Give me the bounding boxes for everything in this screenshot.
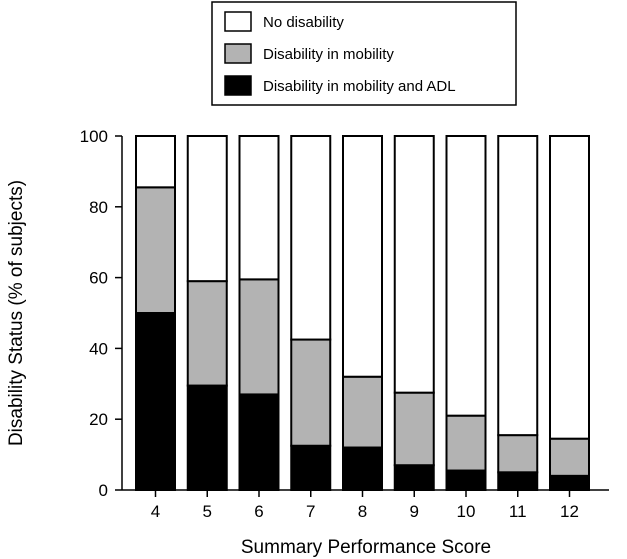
x-tick-label: 12 [560,502,579,521]
x-tick-label: 4 [151,502,160,521]
bar-segment-disability-in-mobility-8 [342,375,383,449]
bar-segment-disability-in-mobility-10 [445,414,487,472]
bar-segment-no-disability-12 [549,135,590,440]
bar-segment-disability-in-mobility-7 [290,338,332,447]
bar-segment-disability-in-mobility-and-adl-9 [393,464,435,492]
x-tick-label: 10 [457,502,476,521]
bar-segment-no-disability-10 [445,135,487,417]
y-tick-label: 20 [89,410,108,429]
x-tick-label: 5 [203,502,212,521]
x-tick-label: 6 [254,502,263,521]
legend-label-no-disability: No disability [263,14,344,31]
y-tick-label: 100 [80,127,108,146]
bar-segment-no-disability-11 [497,135,539,437]
y-axis-label: Disability Status (% of subjects) [6,180,27,446]
legend: No disability Disability in mobility Dis… [211,1,517,106]
x-tick-label: 8 [358,502,367,521]
x-axis-ticks: 4 5 6 7 8 9 10 11 12 [151,490,579,521]
x-tick-label: 7 [306,502,315,521]
bar-segment-no-disability-4 [135,135,176,189]
bar-segment-disability-in-mobility-and-adl-10 [445,469,487,491]
bar-segment-disability-in-mobility-11 [497,434,539,474]
bar-segment-no-disability-6 [238,135,280,281]
bar-segment-disability-in-mobility-and-adl-11 [497,471,539,491]
bar-segment-disability-in-mobility-12 [549,437,590,477]
y-tick-label: 80 [89,198,108,217]
x-axis-label: Summary Performance Score [241,537,491,558]
bar-segment-disability-in-mobility-and-adl-12 [549,474,590,491]
x-tick-label: 9 [410,502,419,521]
bar-segment-disability-in-mobility-and-adl-8 [342,446,383,491]
bar-segment-disability-in-mobility-and-adl-5 [186,384,228,492]
bar-segment-no-disability-8 [342,135,383,378]
bar-segment-no-disability-9 [393,135,435,394]
x-tick-label: 11 [509,502,527,521]
y-tick-label: 60 [89,269,108,288]
bars [135,135,590,492]
legend-swatch-mobility [224,43,252,64]
bar-segment-disability-in-mobility-9 [393,391,435,467]
bar-segment-no-disability-7 [290,135,332,341]
legend-swatch-no-disability [224,11,252,32]
y-axis-ticks: 0 20 40 60 80 100 [80,127,122,500]
bar-segment-disability-in-mobility-5 [186,280,228,387]
bar-segment-no-disability-5 [186,135,228,283]
y-tick-label: 0 [99,481,108,500]
bar-segment-disability-in-mobility-and-adl-6 [238,393,280,492]
legend-label-mobility-adl: Disability in mobility and ADL [263,78,456,95]
bar-segment-disability-in-mobility-6 [238,278,280,396]
y-tick-label: 40 [89,339,108,358]
bar-segment-disability-in-mobility-and-adl-7 [290,444,332,491]
legend-box [211,1,517,106]
legend-swatch-mobility-adl [224,75,252,96]
bar-segment-disability-in-mobility-4 [135,186,176,314]
legend-label-mobility: Disability in mobility [263,46,394,63]
bar-segment-disability-in-mobility-and-adl-4 [135,312,176,491]
